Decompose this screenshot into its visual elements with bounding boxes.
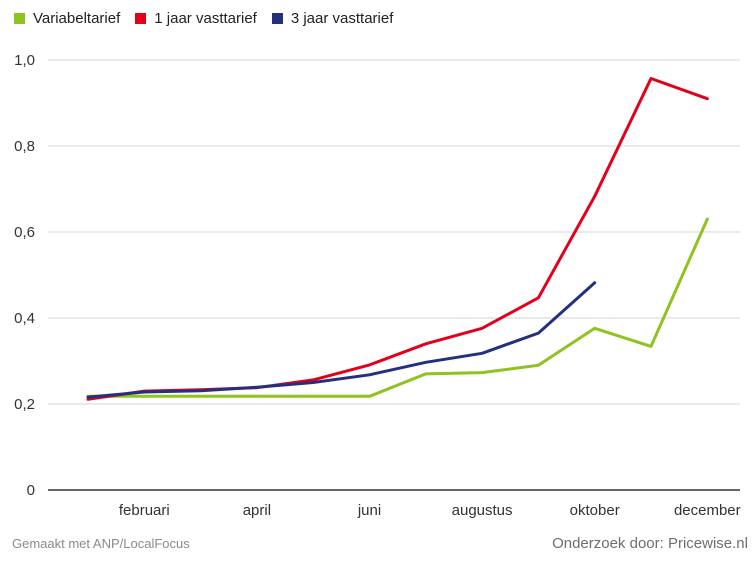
x-axis-tick-labels: februari april juni augustus oktober december	[119, 502, 741, 519]
x-tick-label: februari	[119, 502, 170, 519]
y-tick-label: 0	[27, 482, 35, 499]
x-tick-label: juni	[357, 502, 381, 519]
legend-label-1-jaar-vasttarief: 1 jaar vasttarief	[154, 10, 257, 27]
legend-swatch-1-jaar-vasttarief	[135, 13, 147, 24]
x-tick-label: april	[243, 502, 271, 519]
footer-source-left: Gemaakt met ANP/LocalFocus	[12, 536, 190, 551]
series-line-3-jaar-vasttarief	[86, 281, 597, 399]
legend-swatch-variabeltarief	[14, 13, 25, 24]
y-tick-label: 0,4	[14, 310, 35, 327]
grid-lines	[48, 59, 740, 491]
legend-swatch-3-jaar-vasttarief	[271, 13, 283, 24]
legend-item-variabeltarief: Variabeltarief	[14, 10, 120, 27]
legend-label-3-jaar-vasttarief: 3 jaar vasttarief	[290, 10, 394, 27]
legend-label-variabeltarief: Variabeltarief	[33, 10, 121, 27]
y-tick-label: 1,0	[14, 52, 35, 69]
x-tick-label: oktober	[570, 502, 620, 519]
series-line-variabeltarief	[86, 217, 709, 398]
x-tick-label: december	[674, 502, 741, 519]
legend-item-3-jaar-vasttarief: 3 jaar vasttarief	[271, 10, 394, 27]
y-axis-tick-labels: 0 0,2 0,4 0,6 0,8 1,0	[14, 52, 35, 499]
footer-source-right: Onderzoek door: Pricewise.nl	[552, 535, 748, 552]
x-tick-label: augustus	[452, 502, 513, 519]
series-lines	[86, 77, 709, 401]
legend-item-1-jaar-vasttarief: 1 jaar vasttarief	[135, 10, 257, 27]
legend: Variabeltarief 1 jaar vasttarief 3 jaar …	[14, 10, 393, 27]
series-line-1-jaar-vasttarief	[86, 77, 709, 401]
y-tick-label: 0,8	[14, 138, 35, 155]
y-tick-label: 0,2	[14, 396, 35, 413]
y-tick-label: 0,6	[14, 224, 35, 241]
